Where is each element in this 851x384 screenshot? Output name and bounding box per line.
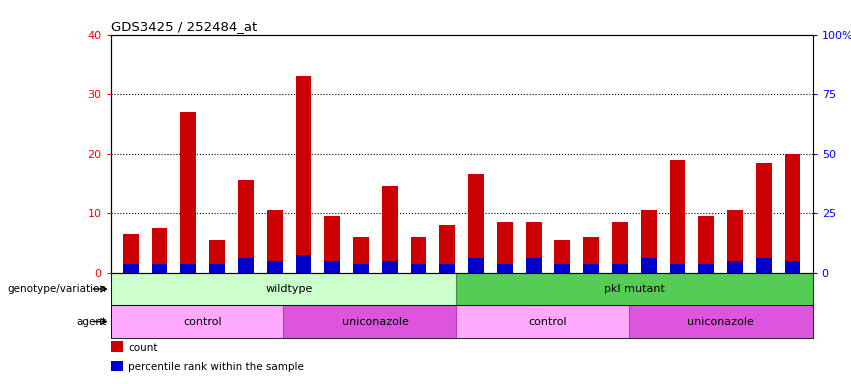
Bar: [283, 305, 467, 338]
Text: percentile rank within the sample: percentile rank within the sample: [129, 362, 304, 372]
Bar: [382, 186, 397, 273]
Bar: [583, 237, 599, 273]
Bar: [180, 264, 197, 273]
Bar: [238, 180, 254, 273]
Bar: [785, 261, 801, 273]
Text: wildtype: wildtype: [266, 284, 312, 294]
Bar: [382, 261, 397, 273]
Bar: [641, 258, 657, 273]
Bar: [266, 261, 283, 273]
Bar: [324, 261, 340, 273]
Bar: [670, 160, 685, 273]
Bar: [727, 261, 743, 273]
Bar: [439, 225, 455, 273]
Bar: [295, 76, 311, 273]
Bar: [456, 305, 640, 338]
Bar: [151, 264, 168, 273]
Bar: [699, 264, 714, 273]
Bar: [670, 264, 685, 273]
Bar: [555, 264, 570, 273]
Bar: [583, 264, 599, 273]
Bar: [497, 264, 513, 273]
Bar: [727, 210, 743, 273]
Bar: [612, 264, 628, 273]
Bar: [353, 237, 368, 273]
Text: uniconazole: uniconazole: [342, 316, 408, 327]
Text: uniconazole: uniconazole: [688, 316, 754, 327]
Bar: [324, 216, 340, 273]
Bar: [699, 216, 714, 273]
Text: genotype/variation: genotype/variation: [8, 284, 106, 294]
Bar: [785, 154, 801, 273]
Text: control: control: [528, 316, 568, 327]
Bar: [641, 210, 657, 273]
Bar: [497, 222, 513, 273]
Bar: [439, 264, 455, 273]
Bar: [629, 305, 813, 338]
Bar: [209, 240, 225, 273]
Bar: [353, 264, 368, 273]
Bar: [526, 258, 541, 273]
Bar: [123, 234, 139, 273]
Bar: [555, 240, 570, 273]
Bar: [111, 305, 294, 338]
Bar: [756, 258, 772, 273]
Bar: [238, 258, 254, 273]
Bar: [410, 264, 426, 273]
Bar: [151, 228, 168, 273]
Bar: [468, 174, 484, 273]
Bar: [468, 258, 484, 273]
Bar: [209, 264, 225, 273]
Text: count: count: [129, 343, 157, 353]
Bar: [756, 162, 772, 273]
Bar: [612, 222, 628, 273]
Text: agent: agent: [77, 316, 106, 327]
Bar: [123, 264, 139, 273]
Bar: [111, 341, 123, 352]
Text: GDS3425 / 252484_at: GDS3425 / 252484_at: [111, 20, 257, 33]
Bar: [111, 273, 467, 305]
Bar: [266, 210, 283, 273]
Bar: [295, 255, 311, 273]
Bar: [526, 222, 541, 273]
Bar: [111, 361, 123, 371]
Bar: [456, 273, 813, 305]
Bar: [180, 112, 197, 273]
Text: control: control: [184, 316, 222, 327]
Bar: [410, 237, 426, 273]
Text: pkl mutant: pkl mutant: [604, 284, 665, 294]
